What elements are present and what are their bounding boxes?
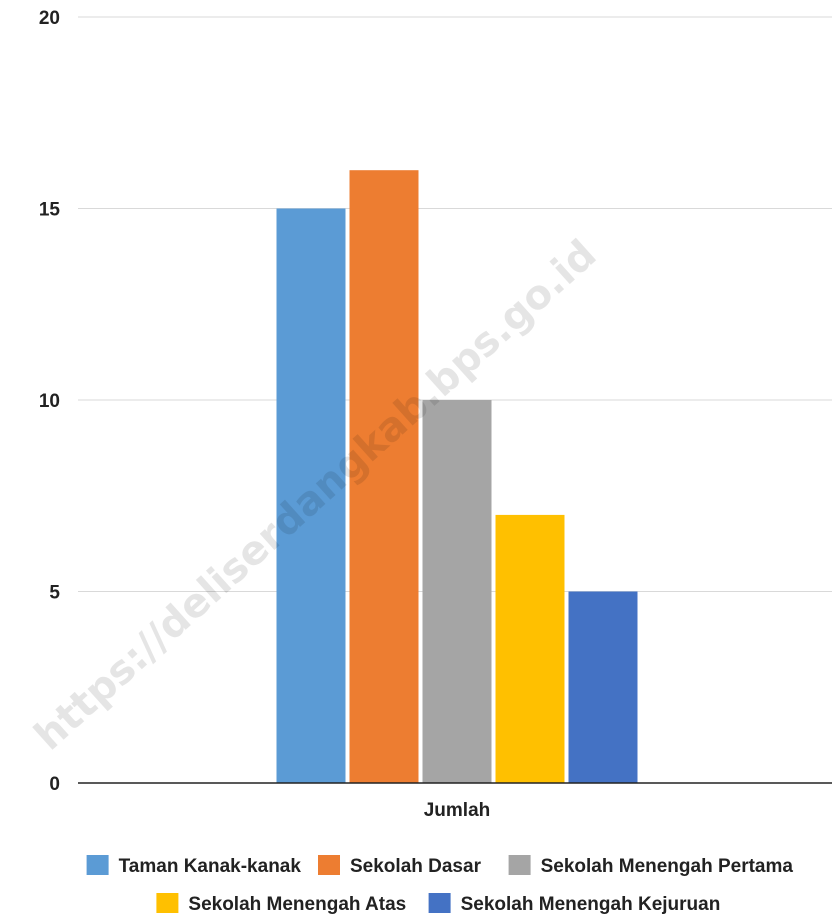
legend-swatch — [428, 893, 451, 913]
x-tick-label: Jumlah — [424, 800, 491, 821]
y-axis-ticks: 0 5 10 15 20 — [39, 8, 61, 795]
legend-label: Taman Kanak-kanak — [119, 856, 302, 877]
bars — [276, 170, 638, 783]
y-tick-label: 5 — [49, 583, 60, 604]
bar — [495, 514, 565, 783]
bar — [276, 208, 346, 783]
legend-swatch — [156, 893, 179, 913]
y-tick-label: 20 — [39, 8, 60, 29]
legend-label: Sekolah Menengah Pertama — [541, 856, 794, 877]
y-tick-label: 15 — [39, 200, 61, 221]
legend-swatch — [86, 855, 109, 875]
legend-label: Sekolah Menengah Kejuruan — [461, 894, 721, 915]
x-axis-ticks: Jumlah — [424, 800, 491, 821]
y-tick-label: 0 — [49, 774, 60, 795]
legend-swatch — [318, 855, 340, 875]
legend-swatch — [508, 855, 531, 875]
bar — [422, 400, 492, 783]
legend-label: Sekolah Menengah Atas — [188, 894, 406, 915]
bar — [349, 170, 419, 783]
legend-label: Sekolah Dasar — [350, 856, 482, 877]
bar — [568, 591, 638, 783]
y-tick-label: 10 — [39, 391, 60, 412]
legend: Taman Kanak-kanak Sekolah Dasar Sekolah Me… — [86, 855, 794, 915]
